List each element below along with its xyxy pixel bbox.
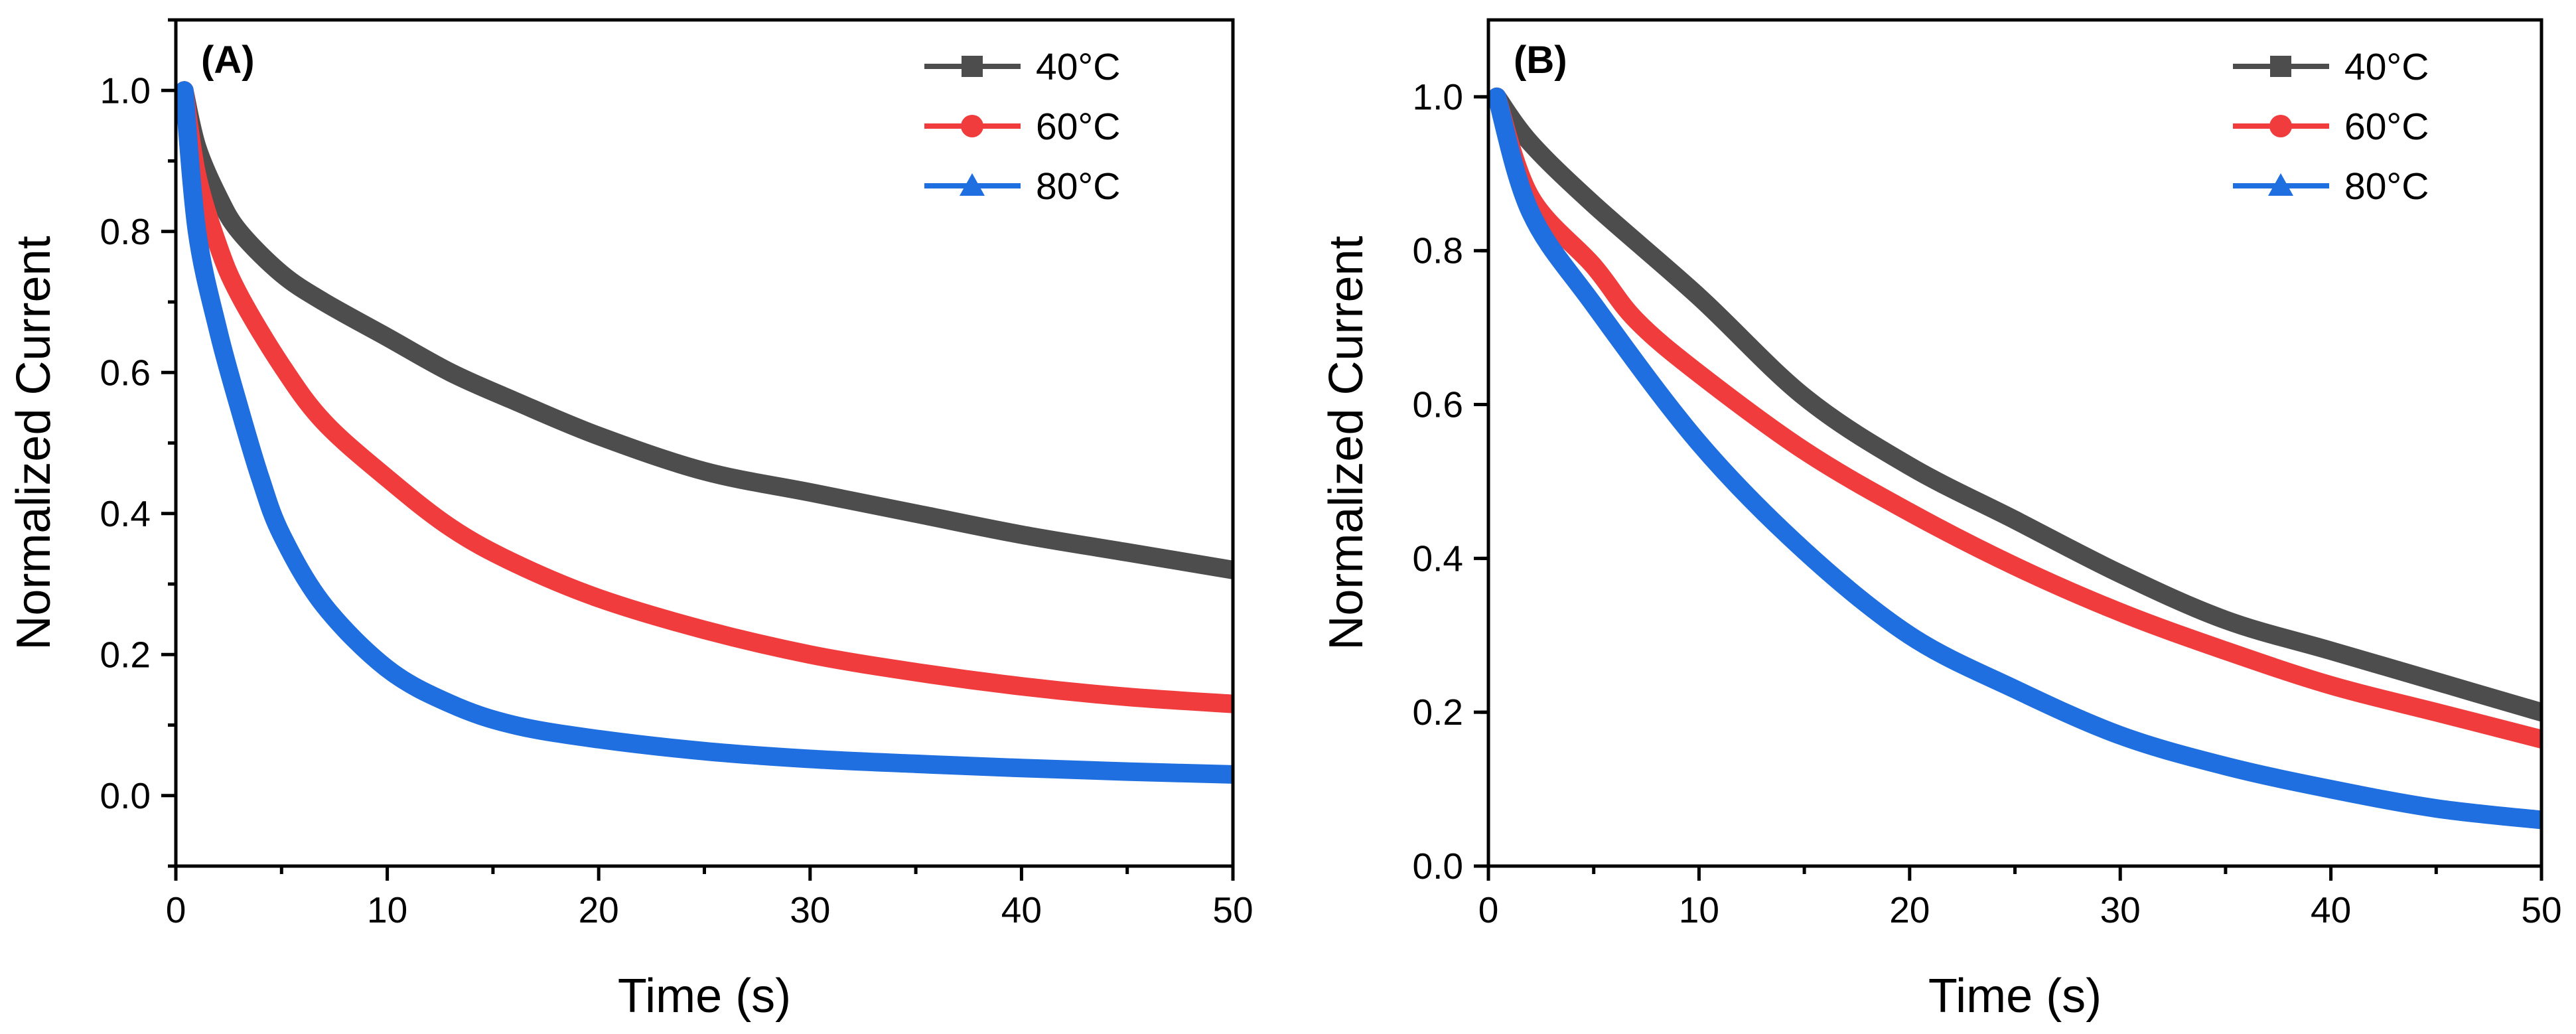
legend-marker-40-c bbox=[2270, 56, 2291, 77]
x-tick-label: 40 bbox=[2311, 889, 2351, 930]
x-tick-label: 10 bbox=[367, 889, 407, 930]
y-tick-label: 1.0 bbox=[1413, 76, 1463, 117]
legend-label-80-c: 80°C bbox=[1036, 165, 1120, 208]
panel-a: 0 10 20 30 40 50 0.0 0.2 0.4 0.6 0.8 1.0 Time (s) Nor… bbox=[7, 18, 1253, 1023]
panel-b: 0 10 20 30 40 50 0.0 0.2 0.4 0.6 0.8 1.0 Time (s) Nor… bbox=[1320, 18, 2562, 1023]
series-line-40-c bbox=[1488, 87, 2541, 722]
x-tick-label: 20 bbox=[579, 889, 619, 930]
panel-label: (A) bbox=[201, 38, 255, 82]
y-axis-label: Normalized Current bbox=[7, 236, 60, 650]
series-line-80-c bbox=[1488, 87, 2541, 830]
legend: 40°C 60°C 80°C bbox=[2233, 46, 2429, 208]
series-line-60-c bbox=[1488, 87, 2541, 749]
y-tick-label: 0.0 bbox=[100, 775, 151, 816]
x-tick-label: 50 bbox=[2521, 889, 2561, 930]
x-axis-label: Time (s) bbox=[618, 970, 791, 1023]
x-tick-label: 40 bbox=[1001, 889, 1042, 930]
series-line-40-c bbox=[176, 81, 1233, 579]
y-tick-label: 0.2 bbox=[100, 634, 151, 675]
y-tick-label: 0.0 bbox=[1413, 846, 1463, 887]
legend-marker-80-c bbox=[2268, 173, 2293, 196]
y-tick-label: 1.0 bbox=[100, 70, 151, 111]
legend-label-80-c: 80°C bbox=[2344, 165, 2429, 208]
y-tick-label: 0.2 bbox=[1413, 692, 1463, 733]
x-tick-label: 20 bbox=[1889, 889, 1930, 930]
y-tick-label: 0.8 bbox=[1413, 230, 1463, 271]
series-line-80-c bbox=[176, 81, 1233, 784]
legend-label-40-c: 40°C bbox=[2344, 46, 2429, 88]
y-axis-label: Normalized Current bbox=[1320, 236, 1373, 650]
y-tick-label: 0.6 bbox=[1413, 384, 1463, 425]
legend-marker-60-c bbox=[2269, 115, 2292, 137]
y-tick-label: 0.4 bbox=[100, 493, 151, 534]
plot-area bbox=[176, 81, 1233, 784]
x-tick-label: 10 bbox=[1679, 889, 1719, 930]
legend-label-60-c: 60°C bbox=[1036, 106, 1120, 148]
x-tick-label: 0 bbox=[1478, 889, 1499, 930]
legend-label-60-c: 60°C bbox=[2344, 106, 2429, 148]
panel-label: (B) bbox=[1514, 38, 1567, 82]
legend: 40°C 60°C 80°C bbox=[924, 46, 1120, 208]
legend-marker-60-c bbox=[961, 115, 983, 137]
y-tick-label: 0.6 bbox=[100, 352, 151, 393]
y-tick-label: 0.4 bbox=[1413, 538, 1463, 579]
legend-marker-80-c bbox=[960, 173, 985, 196]
plot-area bbox=[1488, 87, 2541, 830]
x-tick-label: 30 bbox=[790, 889, 830, 930]
legend-marker-40-c bbox=[962, 56, 983, 77]
x-tick-label: 0 bbox=[166, 889, 186, 930]
series-line-60-c bbox=[176, 81, 1233, 713]
x-axis-label: Time (s) bbox=[1928, 970, 2102, 1023]
y-tick-label: 0.8 bbox=[100, 211, 151, 252]
x-tick-label: 50 bbox=[1212, 889, 1253, 930]
x-tick-label: 30 bbox=[2100, 889, 2141, 930]
legend-label-40-c: 40°C bbox=[1036, 46, 1120, 88]
